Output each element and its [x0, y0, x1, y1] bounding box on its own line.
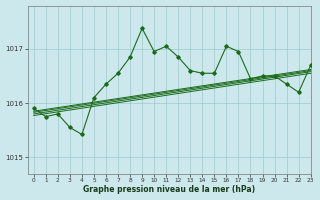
X-axis label: Graphe pression niveau de la mer (hPa): Graphe pression niveau de la mer (hPa)	[83, 185, 255, 194]
